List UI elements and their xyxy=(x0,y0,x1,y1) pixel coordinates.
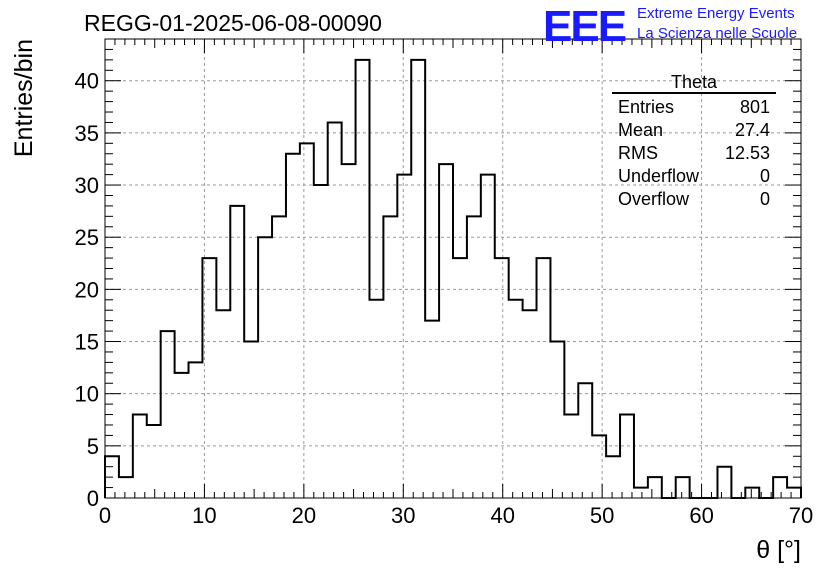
histogram-bin xyxy=(773,477,787,498)
x-tick-label: 0 xyxy=(99,503,111,528)
stats-value: 27.4 xyxy=(734,120,770,140)
y-tick-label: 15 xyxy=(75,330,99,355)
histogram-bin xyxy=(286,154,300,498)
histogram-bin xyxy=(648,477,662,498)
stats-title: Theta xyxy=(612,72,776,94)
y-tick-label: 0 xyxy=(87,486,99,511)
eee-logo: EEE xyxy=(543,2,627,51)
histogram-bin xyxy=(328,122,342,498)
x-tick-label: 70 xyxy=(789,503,813,528)
histogram-bin xyxy=(202,258,216,498)
histogram-bin xyxy=(175,373,189,498)
histogram-bin xyxy=(439,164,453,498)
stats-box: Theta Entries 801 Mean 27.4 RMS 12.53 Un… xyxy=(612,72,776,211)
x-tick-label: 50 xyxy=(590,503,614,528)
stats-row-overflow: Overflow 0 xyxy=(612,188,776,211)
histogram-bin xyxy=(676,477,690,498)
stats-row-mean: Mean 27.4 xyxy=(612,119,776,142)
histogram-bin xyxy=(369,300,383,498)
logo-line-2: La Scienza nelle Scuole xyxy=(637,25,798,42)
histogram-bin xyxy=(564,415,578,498)
chart-title: REGG-01-2025-06-08-00090 xyxy=(84,10,382,36)
x-tick-label: 10 xyxy=(192,503,216,528)
histogram-bin xyxy=(119,477,133,498)
histogram-bin xyxy=(787,488,801,498)
histogram-bin xyxy=(717,467,731,498)
histogram-bin xyxy=(342,164,356,498)
histogram-bin xyxy=(356,60,370,498)
histogram-bin xyxy=(314,185,328,498)
stats-label: Underflow xyxy=(618,166,700,186)
histogram-bin xyxy=(523,310,537,498)
histogram-bin xyxy=(425,321,439,498)
histogram-bin xyxy=(495,258,509,498)
stats-value: 0 xyxy=(759,166,770,186)
stats-label: RMS xyxy=(618,143,658,163)
histogram-bin xyxy=(578,383,592,498)
stats-row-rms: RMS 12.53 xyxy=(612,142,776,165)
y-tick-label: 25 xyxy=(75,225,99,250)
stats-row-underflow: Underflow 0 xyxy=(612,165,776,188)
stats-label: Overflow xyxy=(618,189,690,209)
histogram-bin xyxy=(620,415,634,498)
y-tick-label: 40 xyxy=(75,69,99,94)
stats-value: 0 xyxy=(759,189,770,209)
y-tick-label: 35 xyxy=(75,121,99,146)
histogram-bin xyxy=(467,216,481,498)
stats-value: 801 xyxy=(739,97,770,117)
y-tick-label: 30 xyxy=(75,173,99,198)
histogram-bin xyxy=(189,362,203,498)
histogram-bin xyxy=(550,342,564,498)
histogram-bin xyxy=(397,175,411,498)
stats-label: Entries xyxy=(618,97,675,117)
histogram-bin xyxy=(509,300,523,498)
x-tick-label: 60 xyxy=(689,503,713,528)
histogram-bin xyxy=(606,456,620,498)
histogram-bin xyxy=(133,415,147,498)
y-tick-label: 10 xyxy=(75,382,99,407)
x-axis-label: θ [°] xyxy=(756,536,801,564)
histogram-bin xyxy=(216,310,230,498)
histogram-bin xyxy=(258,237,272,498)
histogram-bin xyxy=(634,488,648,498)
histogram-bin xyxy=(230,206,244,498)
y-tick-label: 5 xyxy=(87,434,99,459)
histogram-bin xyxy=(592,435,606,498)
histogram-bin xyxy=(383,216,397,498)
histogram-line xyxy=(104,58,802,499)
stats-row-entries: Entries 801 xyxy=(612,96,776,119)
x-tick-label: 40 xyxy=(490,503,514,528)
x-tick-label: 30 xyxy=(391,503,415,528)
x-tick-label: 20 xyxy=(292,503,316,528)
histogram-bin xyxy=(411,60,425,498)
histogram-bin xyxy=(161,331,175,498)
y-tick-label: 20 xyxy=(75,277,99,302)
histogram-bin xyxy=(272,216,286,498)
histogram-bin xyxy=(745,488,759,498)
stats-value: 12.53 xyxy=(724,143,770,163)
histogram-bin xyxy=(244,342,258,498)
logo-line-1: Extreme Energy Events xyxy=(637,5,795,22)
histogram-bin xyxy=(453,258,467,498)
histogram-bin xyxy=(537,258,551,498)
stats-label: Mean xyxy=(618,120,664,140)
histogram-bin xyxy=(147,425,161,498)
histogram-bin xyxy=(481,175,495,498)
histogram-bin xyxy=(300,143,314,498)
y-axis-label: Entries/bin xyxy=(10,39,38,157)
